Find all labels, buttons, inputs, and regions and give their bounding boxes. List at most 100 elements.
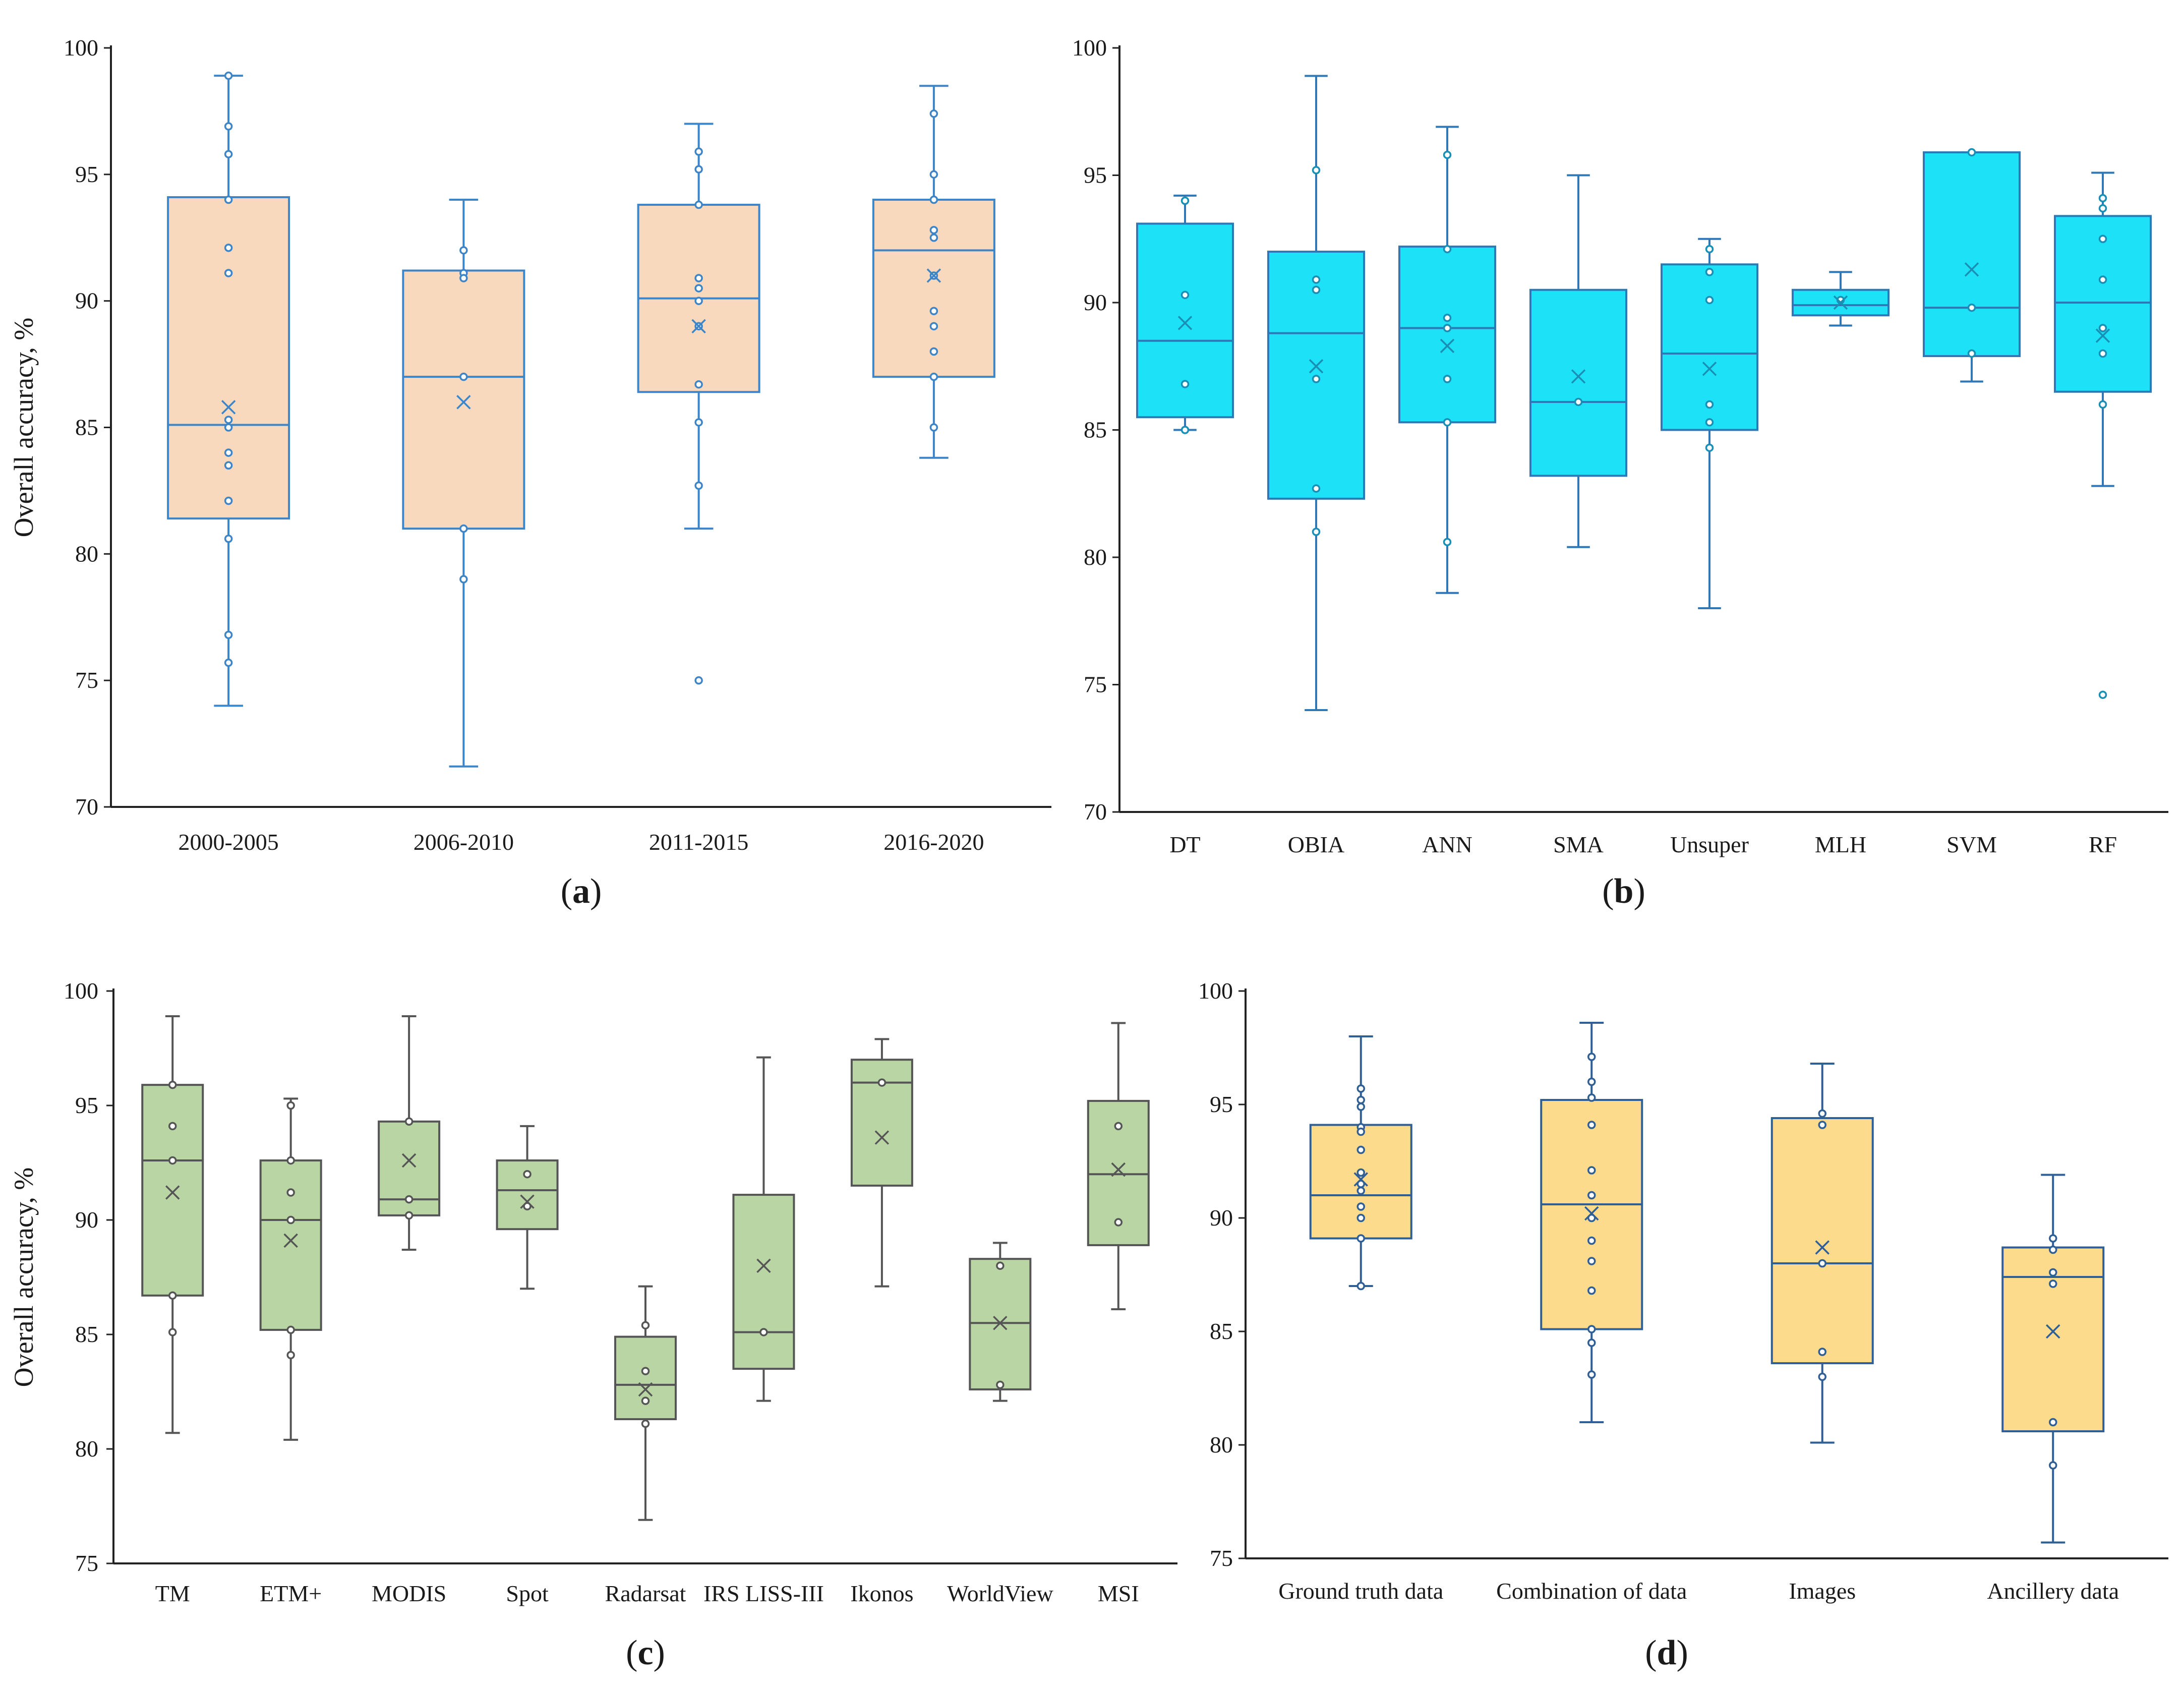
y-tick-label: 90 <box>75 288 98 314</box>
y-tick-label: 100 <box>64 978 98 1004</box>
data-point <box>694 284 703 293</box>
box-tm <box>141 1015 204 1434</box>
y-tick-label: 80 <box>75 541 98 566</box>
box-iqr <box>2054 215 2152 393</box>
box-iqr <box>141 1084 204 1297</box>
mean-stroke <box>756 1258 771 1273</box>
y-tick-label: 75 <box>75 1550 98 1576</box>
mean-stroke <box>926 268 941 283</box>
data-point <box>404 1211 414 1220</box>
mean-marker <box>283 1233 298 1248</box>
data-point <box>286 1188 295 1197</box>
box-etm- <box>259 1097 322 1441</box>
mean-stroke <box>456 395 471 410</box>
data-point <box>929 225 938 235</box>
data-point <box>1312 528 1321 536</box>
category-label: Images <box>1789 1578 1856 1604</box>
data-point <box>759 1328 768 1336</box>
category-label: MSI <box>1098 1581 1139 1606</box>
data-point <box>641 1321 650 1330</box>
y-tick-label: 90 <box>1084 289 1107 315</box>
mean-marker <box>1353 1172 1368 1187</box>
data-point <box>1587 1325 1596 1333</box>
box-ann <box>1398 126 1496 594</box>
mean-marker <box>221 400 236 415</box>
data-point <box>694 274 703 282</box>
category-label: ANN <box>1422 832 1472 857</box>
data-point <box>1967 148 1976 157</box>
box-svm <box>1923 148 2021 383</box>
data-point <box>2049 1268 2057 1277</box>
mean-stroke <box>520 1194 535 1209</box>
category-label: RF <box>2089 832 2117 857</box>
data-point <box>2098 194 2107 203</box>
box-obia <box>1267 75 1365 711</box>
mean-marker <box>1964 262 1979 277</box>
data-point <box>286 1156 295 1165</box>
data-point <box>1443 538 1452 546</box>
data-point <box>2098 204 2107 213</box>
panel-label: (a) <box>561 872 602 911</box>
data-point <box>168 1291 177 1300</box>
data-point <box>2098 349 2107 358</box>
data-point <box>224 496 233 505</box>
category-label: Unsuper <box>1670 832 1749 857</box>
y-axis-title: Overall accuracy, % <box>9 318 39 538</box>
box-2016-2020 <box>872 85 995 459</box>
data-point <box>694 418 703 427</box>
data-point <box>168 1156 177 1165</box>
data-point <box>1587 1370 1596 1379</box>
data-point <box>224 448 233 457</box>
data-point <box>2049 1461 2057 1470</box>
mean-marker <box>691 319 706 334</box>
box-2006-2010 <box>402 199 525 768</box>
box-worldview <box>969 1242 1032 1402</box>
data-point <box>1705 296 1714 305</box>
data-point <box>1587 1166 1596 1175</box>
data-point <box>694 147 703 156</box>
data-point <box>996 1261 1005 1270</box>
box-iqr <box>1529 288 1627 477</box>
mean-stroke <box>874 1130 890 1145</box>
category-label: IRS LISS-III <box>703 1581 824 1606</box>
mean-marker <box>1702 362 1717 376</box>
data-point <box>641 1419 650 1428</box>
data-point <box>1587 1236 1596 1245</box>
data-point <box>1967 303 1976 312</box>
data-point <box>1312 285 1321 294</box>
data-point <box>2098 400 2107 409</box>
y-axis-title: Overall accuracy, % <box>9 1168 39 1387</box>
data-point <box>1180 196 1190 205</box>
data-point <box>694 380 703 389</box>
category-label: Radarsat <box>605 1581 686 1606</box>
box-spot <box>496 1125 559 1290</box>
data-point <box>224 269 233 277</box>
data-point <box>224 71 233 80</box>
category-label: Ancillery data <box>1987 1578 2119 1604</box>
box-iqr <box>1923 151 2021 358</box>
data-point <box>286 1351 295 1360</box>
data-point <box>1587 1257 1596 1265</box>
category-label: 2000-2005 <box>178 829 278 855</box>
panel-label: (c) <box>626 1634 665 1672</box>
data-point <box>694 200 703 209</box>
data-point <box>641 1367 650 1375</box>
box-iqr <box>1770 1117 1874 1364</box>
y-tick-label: 75 <box>75 667 98 693</box>
box-ancillery-data <box>2001 1174 2105 1544</box>
panel-label: (b) <box>1602 872 1645 911</box>
category-label: 2016-2020 <box>883 829 984 855</box>
box-dt <box>1136 194 1234 434</box>
data-point <box>1180 380 1190 388</box>
box-ikonos <box>850 1038 913 1288</box>
category-label: SMA <box>1553 832 1604 857</box>
data-point <box>224 534 233 543</box>
mean-stroke <box>221 400 236 415</box>
data-point <box>929 372 938 381</box>
category-label: MLH <box>1815 832 1866 857</box>
box-iqr <box>732 1194 795 1370</box>
y-tick-label: 90 <box>1210 1205 1233 1231</box>
mean-stroke <box>691 319 706 334</box>
box-ground-truth-data <box>1309 1035 1412 1291</box>
y-tick-label: 80 <box>1084 544 1107 570</box>
